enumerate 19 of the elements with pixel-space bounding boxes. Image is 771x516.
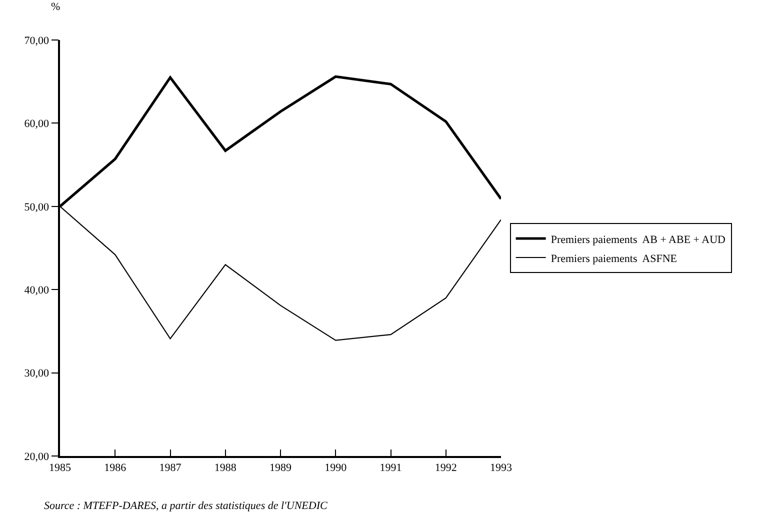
y-tick-label: 20,00 — [24, 450, 50, 463]
x-tick-label: 1988 — [214, 462, 237, 474]
x-tick-label: 1985 — [49, 462, 72, 474]
y-tick-label: 70,00 — [24, 34, 50, 47]
x-tick-label: 1991 — [380, 462, 402, 474]
y-tick-label: 30,00 — [24, 368, 50, 380]
x-tick-label: 1989 — [270, 462, 292, 474]
source-note: Source : MTEFP-DARES, a partir des statistiques de l'UNEDIC — [44, 500, 328, 512]
x-tick-label: 1986 — [104, 462, 127, 474]
legend-label: Premiers paiements AB + ABE + AUD — [550, 234, 726, 246]
y-tick-label: 40,00 — [24, 284, 50, 296]
y-axis-title: % — [51, 1, 60, 13]
x-tick-label: 1992 — [434, 462, 457, 474]
x-tick-label: 1987 — [159, 462, 182, 474]
x-tick-label: 1990 — [324, 462, 348, 474]
x-tick-label: 1993 — [490, 462, 512, 474]
y-tick-label: 60,00 — [24, 118, 50, 130]
legend-label: Premiers paiements ASFNE — [550, 252, 678, 265]
y-tick-label: 50,00 — [24, 201, 50, 214]
